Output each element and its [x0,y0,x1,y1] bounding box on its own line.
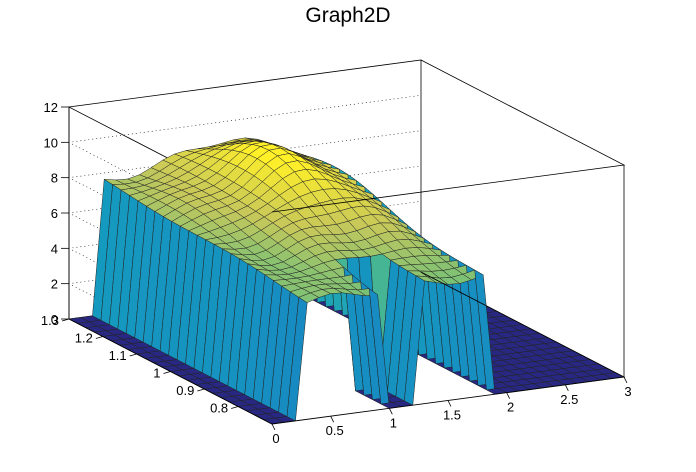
x-tick [447,400,452,407]
y-tick [231,406,239,409]
z-tick-label: 2 [51,277,58,292]
x-tick-label: 1.5 [443,408,461,423]
x-tick [623,376,628,384]
x-tick-label: 1 [390,415,397,430]
y-tick-label: 1 [153,366,160,381]
z-tick-label: 12 [44,100,58,115]
surface-mesh [68,137,625,425]
z-tick-label: 0 [51,312,58,327]
y-tick-label: 0.9 [176,383,194,398]
y-tick [163,371,171,374]
z-tick-label: 4 [51,241,58,256]
z-tick-label: 8 [51,171,58,186]
y-tick-label: 0.8 [210,401,228,416]
x-tick-label: 2 [507,400,514,415]
x-tick [271,423,276,431]
x-tick [564,384,569,392]
y-tick-label: 1.1 [109,348,127,363]
y-tick [197,388,205,392]
y-tick [129,353,137,357]
x-tick-label: 3 [624,384,631,399]
z-tick-label: 10 [44,135,58,150]
x-tick-label: 2.5 [560,392,578,407]
x-tick [330,415,335,423]
x-tick [506,392,511,399]
x-tick [388,408,393,415]
x-tick-label: 0 [272,431,279,446]
y-tick-label: 1.2 [75,331,93,346]
box-top-edge [271,59,626,213]
y-tick-label: 1.3 [41,313,59,328]
z-tick-label: 6 [51,206,58,221]
y-tick [95,336,103,339]
chart-title: Graph2D [305,4,391,27]
x-tick-label: 0.5 [326,423,344,438]
